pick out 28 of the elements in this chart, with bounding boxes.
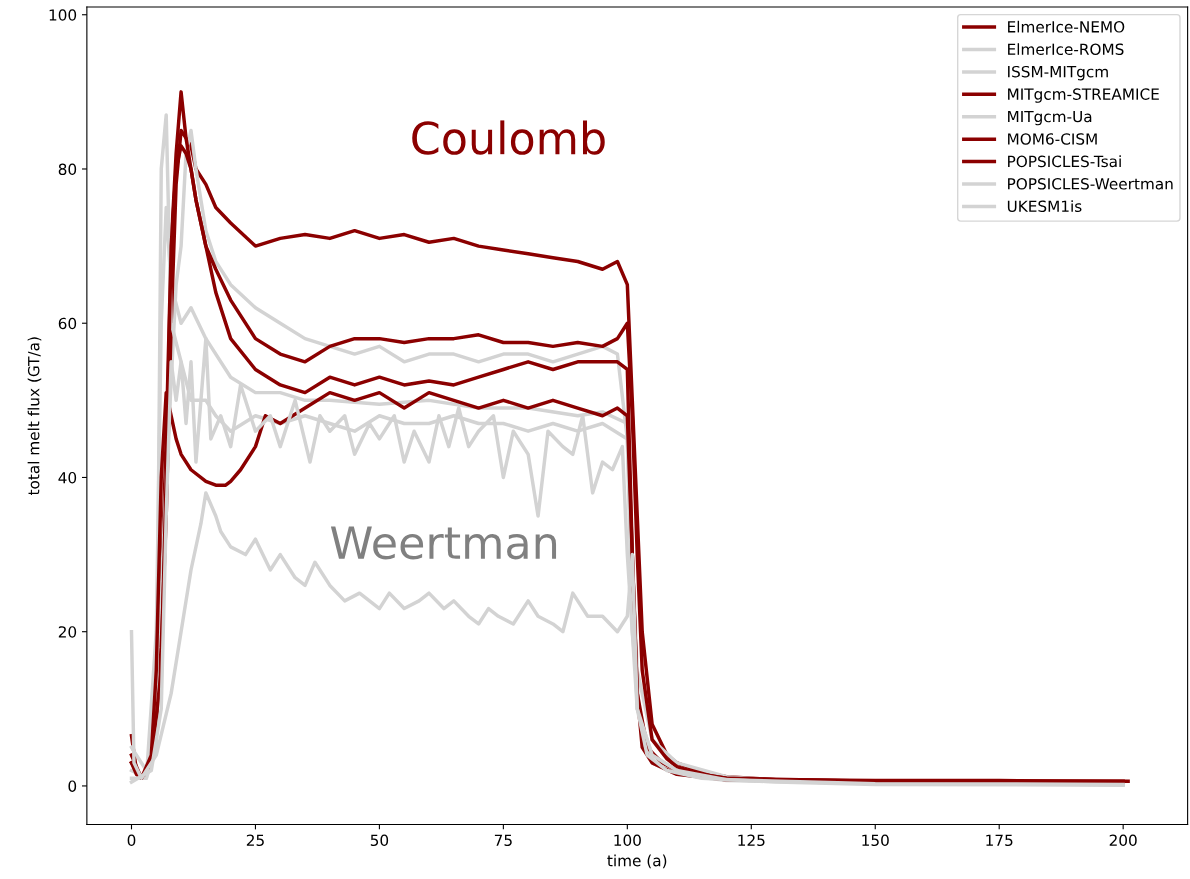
x-tick-label: 150 [862,834,889,847]
annotation: Weertman [330,526,557,560]
x-tick-label: 50 [370,834,389,847]
y-tick-label: 100 [49,9,77,21]
y-tick-label: 40 [58,471,77,484]
legend-label: MOM6-CISM [1008,133,1097,145]
legend-label: ISSM-MITgcm [1008,65,1108,81]
x-axis-title: time (a) [607,854,667,869]
x-tick-label: 75 [494,834,512,847]
legend-label: POPSICLES-Weertman [1008,178,1173,190]
legend-label: POPSICLES-Tsai [1008,155,1121,168]
legend-label: MITgcm-STREAMICE [1008,88,1159,103]
x-tick-label: 100 [614,834,641,847]
y-tick-label: 20 [58,626,77,638]
y-axis-title: total melt flux (GT/a) [27,337,42,496]
y-tick-label: 80 [58,163,77,176]
y-tick-label: 0 [68,780,77,792]
legend-label: ElmerIce-ROMS [1008,43,1124,56]
x-tick-label: 0 [127,834,136,847]
x-tick-label: 25 [246,834,264,847]
legend-label: ElmerIce-NEMO [1008,20,1125,33]
x-tick-label: 125 [738,834,765,847]
annotation: Coulomb [412,120,605,155]
y-tick-label: 60 [58,317,77,330]
x-tick-label: 175 [986,834,1013,847]
x-tick-label: 200 [1109,834,1137,847]
legend-label: MITgcm-Ua [1008,110,1092,126]
legend-label: UKESM1is [1007,200,1082,213]
